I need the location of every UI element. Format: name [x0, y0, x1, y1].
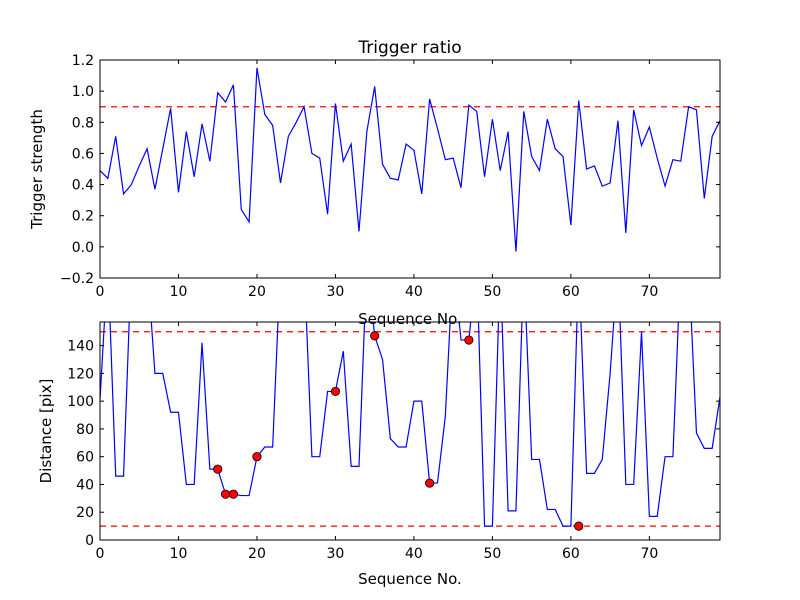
- data-point: [370, 331, 380, 341]
- x-tick-label: 40: [405, 284, 423, 300]
- y-tick-label: 100: [67, 394, 94, 410]
- y-tick-label: 140: [67, 339, 94, 355]
- x-axis-label: Sequence No.: [358, 570, 462, 588]
- data-point: [425, 478, 435, 488]
- y-tick-label: 0.8: [72, 115, 94, 131]
- data-point: [252, 452, 262, 462]
- data-point: [213, 464, 223, 474]
- x-tick-label: 70: [640, 284, 658, 300]
- trigger-ratio-panel: Trigger ratio Trigger strength Sequence …: [28, 38, 721, 328]
- y-tick-label: 1.0: [72, 84, 94, 100]
- data-point: [220, 489, 231, 499]
- data-point: [464, 335, 474, 345]
- plot-area: 0 10 20 30 40 50 60 70 −0.2 0.0 0.2 0.4 0.6 0.8 1.0 1.2: [60, 53, 721, 300]
- series-line: [100, 322, 720, 527]
- y-axis-label: Trigger strength: [28, 109, 46, 230]
- y-tick-label: 20: [76, 505, 94, 521]
- x-tick-label: 30: [327, 546, 345, 562]
- plot-content: [100, 67, 720, 252]
- y-tick-label: 0.6: [72, 146, 94, 162]
- y-axis-label: Distance [pix]: [37, 379, 55, 484]
- y-tick-label: 0.2: [72, 209, 94, 225]
- y-tick-label: 0: [85, 533, 94, 549]
- x-tick-label: 50: [483, 546, 501, 562]
- distance-panel: Distance [pix] Sequence No. 0 10 20 30 40 50 6…: [37, 321, 721, 588]
- x-tick-label: 20: [248, 284, 266, 300]
- y-tick-label: 120: [67, 366, 94, 382]
- plot-area: 0 10 20 30 40 50 60 70 0 20 40 60 80 100 120 140: [67, 321, 721, 562]
- x-axis-label: Sequence No.: [358, 310, 462, 328]
- data-point: [574, 521, 584, 531]
- x-tick-label: 10: [170, 546, 188, 562]
- x-tick-label: 20: [248, 546, 266, 562]
- x-tick-label: 70: [640, 546, 658, 562]
- x-tick-label: 0: [96, 546, 105, 562]
- y-tick-label: 1.2: [72, 53, 94, 69]
- x-tick-label: 10: [170, 284, 188, 300]
- y-tick-label: 0.0: [72, 240, 94, 256]
- data-point: [330, 386, 341, 397]
- x-tick-label: 60: [562, 546, 580, 562]
- x-tick-label: 50: [483, 284, 501, 300]
- y-tick-label: 60: [76, 450, 94, 466]
- x-tick-label: 0: [96, 284, 105, 300]
- axes-frame: [99, 321, 721, 541]
- y-tick-label: 40: [76, 477, 94, 493]
- data-point: [228, 489, 239, 499]
- x-tick-label: 40: [405, 546, 423, 562]
- series-line: [100, 67, 720, 252]
- x-tick-label: 60: [562, 284, 580, 300]
- y-tick-label: 80: [76, 422, 94, 438]
- y-tick-label: 0.4: [72, 178, 94, 194]
- plot-content: [100, 322, 720, 531]
- x-tick-label: 30: [327, 284, 345, 300]
- chart-title: Trigger ratio: [357, 38, 461, 58]
- axes-frame: [99, 59, 721, 279]
- y-tick-label: −0.2: [60, 271, 94, 287]
